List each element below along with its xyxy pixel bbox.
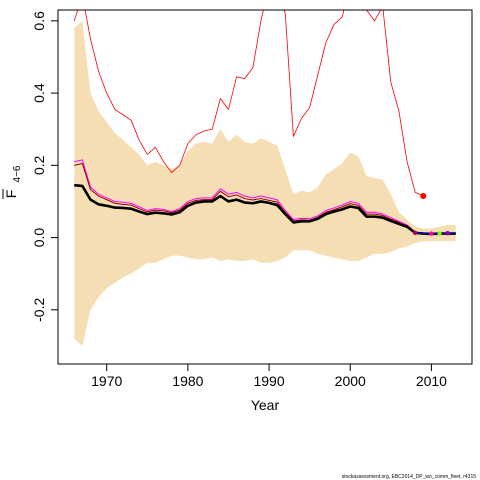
x-tick-label: 2000 [335,373,366,389]
y-axis-label-subscript: 4−6 [12,165,23,182]
x-tick-label: 1980 [172,373,203,389]
data-point-5 [445,231,450,236]
y-tick-label: 0.0 [31,228,47,248]
x-tick-label: 2010 [416,373,447,389]
y-tick-label: -0.2 [31,298,47,322]
data-point-1 [420,193,427,200]
x-tick-label: 1970 [91,373,122,389]
y-axis: -0.2 0.0 0.2 0.4 0.6 [31,11,59,322]
x-axis: 1970 1980 1990 2000 2010 [91,363,447,389]
series-line-4 [74,183,456,236]
series-line-2 [74,159,456,234]
y-tick-label: 0.2 [31,155,47,175]
data-point-2 [412,230,418,236]
series-line-1 [73,10,424,197]
footer-credit: stockassessment.org, EBC2014_DP_wo_comm_… [342,474,476,480]
plot-area [73,10,456,346]
x-tick-label: 1990 [253,373,284,389]
data-point-4 [437,231,442,236]
data-point-3 [429,231,434,236]
y-tick-label: 0.4 [31,83,47,103]
y-axis-label: F [3,190,19,199]
confidence-band [74,20,456,346]
series-line-3 [74,163,456,235]
x-axis-label: Year [251,397,280,413]
y-tick-label: 0.6 [31,11,47,31]
y-axis-label-group: F 4−6 [2,165,23,199]
